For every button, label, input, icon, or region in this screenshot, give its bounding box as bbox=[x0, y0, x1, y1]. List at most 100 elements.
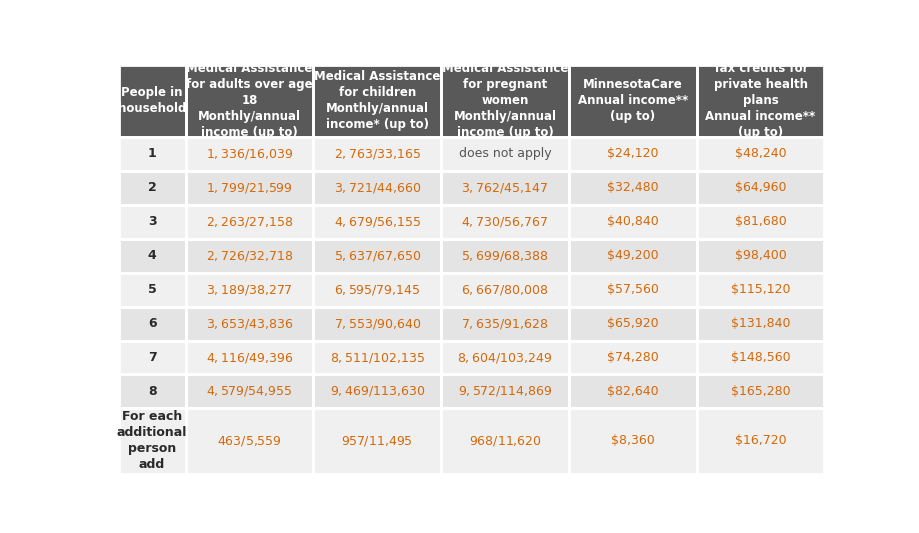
Bar bbox=[441, 408, 568, 473]
Bar bbox=[568, 137, 696, 171]
Text: $7,553 / $90,640: $7,553 / $90,640 bbox=[334, 317, 421, 330]
Text: $957 / $11,495: $957 / $11,495 bbox=[341, 434, 413, 448]
Bar bbox=[313, 171, 441, 205]
Bar bbox=[568, 375, 696, 408]
Text: $81,680: $81,680 bbox=[734, 215, 786, 228]
Text: $16,720: $16,720 bbox=[734, 434, 786, 448]
Text: $4,579 / $54,955: $4,579 / $54,955 bbox=[206, 384, 292, 399]
Text: $5,637 / $67,650: $5,637 / $67,650 bbox=[334, 249, 421, 263]
Text: $8,604 / $103,249: $8,604 / $103,249 bbox=[457, 351, 552, 365]
Bar bbox=[186, 341, 313, 375]
Bar bbox=[441, 341, 568, 375]
Bar bbox=[186, 239, 313, 273]
Bar bbox=[441, 65, 568, 137]
Bar bbox=[313, 408, 441, 473]
Text: $3,762 / $45,147: $3,762 / $45,147 bbox=[461, 181, 548, 195]
Bar bbox=[696, 273, 823, 306]
Bar bbox=[186, 205, 313, 239]
Bar bbox=[119, 306, 186, 341]
Bar bbox=[186, 65, 313, 137]
Bar bbox=[441, 239, 568, 273]
Text: $8,511 / $102,135: $8,511 / $102,135 bbox=[329, 351, 425, 365]
Text: $9,572 / $114,869: $9,572 / $114,869 bbox=[458, 384, 551, 399]
Text: $98,400: $98,400 bbox=[734, 249, 786, 262]
Text: 6: 6 bbox=[148, 317, 156, 330]
Text: $1,336 / $16,039: $1,336 / $16,039 bbox=[206, 147, 293, 161]
Bar bbox=[568, 171, 696, 205]
Bar bbox=[696, 239, 823, 273]
Text: $24,120: $24,120 bbox=[607, 147, 658, 160]
Text: does not apply: does not apply bbox=[459, 147, 550, 160]
Text: $2,763 / $33,165: $2,763 / $33,165 bbox=[334, 147, 420, 161]
Bar bbox=[441, 375, 568, 408]
Bar bbox=[313, 273, 441, 306]
Bar bbox=[313, 306, 441, 341]
Text: $2,726 / $32,718: $2,726 / $32,718 bbox=[206, 249, 293, 263]
Bar bbox=[119, 375, 186, 408]
Text: $148,560: $148,560 bbox=[730, 351, 789, 364]
Bar bbox=[568, 408, 696, 473]
Bar bbox=[119, 341, 186, 375]
Text: Medical Assistance
for children
Monthly/annual
income* (up to): Medical Assistance for children Monthly/… bbox=[313, 70, 440, 131]
Bar bbox=[186, 137, 313, 171]
Text: $82,640: $82,640 bbox=[607, 385, 658, 398]
Bar bbox=[119, 273, 186, 306]
Text: 5: 5 bbox=[148, 283, 156, 296]
Bar bbox=[568, 273, 696, 306]
Text: $115,120: $115,120 bbox=[730, 283, 789, 296]
Text: $6,667 / $80,008: $6,667 / $80,008 bbox=[460, 282, 548, 297]
Bar bbox=[696, 375, 823, 408]
Text: $3,189 / $38,277: $3,189 / $38,277 bbox=[206, 282, 292, 297]
Text: $9,469 / $113,630: $9,469 / $113,630 bbox=[329, 384, 425, 399]
Bar bbox=[313, 137, 441, 171]
Bar bbox=[313, 205, 441, 239]
Text: $32,480: $32,480 bbox=[607, 181, 658, 195]
Text: $131,840: $131,840 bbox=[730, 317, 789, 330]
Text: 1: 1 bbox=[148, 147, 156, 160]
Bar bbox=[441, 306, 568, 341]
Text: $1,799 / $21,599: $1,799 / $21,599 bbox=[206, 181, 292, 195]
Bar bbox=[441, 205, 568, 239]
Text: $40,840: $40,840 bbox=[607, 215, 658, 228]
Bar bbox=[119, 65, 186, 137]
Text: Tax credits for
private health
plans
Annual income**
(up to): Tax credits for private health plans Ann… bbox=[705, 62, 815, 139]
Bar bbox=[186, 375, 313, 408]
Bar bbox=[696, 306, 823, 341]
Text: 2: 2 bbox=[148, 181, 156, 195]
Bar bbox=[186, 273, 313, 306]
Bar bbox=[313, 239, 441, 273]
Bar bbox=[186, 306, 313, 341]
Bar bbox=[313, 341, 441, 375]
Text: $4,116 / $49,396: $4,116 / $49,396 bbox=[206, 351, 293, 365]
Text: 8: 8 bbox=[148, 385, 156, 398]
Bar bbox=[696, 137, 823, 171]
Text: $57,560: $57,560 bbox=[607, 283, 658, 296]
Text: For each
additional
person
add: For each additional person add bbox=[117, 410, 187, 472]
Text: $8,360: $8,360 bbox=[610, 434, 654, 448]
Bar bbox=[119, 171, 186, 205]
Bar bbox=[186, 408, 313, 473]
Text: $4,679 / $56,155: $4,679 / $56,155 bbox=[334, 215, 420, 229]
Text: $463 / $5,559: $463 / $5,559 bbox=[217, 434, 281, 448]
Text: $6,595 / $79,145: $6,595 / $79,145 bbox=[334, 282, 420, 297]
Bar bbox=[313, 65, 441, 137]
Text: Medical Assistance
for adults over age
18
Monthly/annual
income (up to): Medical Assistance for adults over age 1… bbox=[186, 62, 312, 139]
Text: $49,200: $49,200 bbox=[607, 249, 658, 262]
Bar bbox=[696, 341, 823, 375]
Text: MinnesotaCare
Annual income**
(up to): MinnesotaCare Annual income** (up to) bbox=[577, 78, 687, 123]
Bar bbox=[119, 137, 186, 171]
Bar bbox=[568, 239, 696, 273]
Bar bbox=[696, 408, 823, 473]
Bar bbox=[568, 205, 696, 239]
Bar bbox=[441, 171, 568, 205]
Bar bbox=[441, 273, 568, 306]
Bar bbox=[568, 341, 696, 375]
Text: $48,240: $48,240 bbox=[734, 147, 786, 160]
Text: $74,280: $74,280 bbox=[607, 351, 658, 364]
Text: $65,920: $65,920 bbox=[607, 317, 658, 330]
Text: Medical Assistance
for pregnant
women
Monthly/annual
income (up to): Medical Assistance for pregnant women Mo… bbox=[441, 62, 568, 139]
Bar bbox=[696, 65, 823, 137]
Text: $7,635 / $91,628: $7,635 / $91,628 bbox=[460, 317, 548, 330]
Text: 3: 3 bbox=[148, 215, 156, 228]
Bar bbox=[696, 171, 823, 205]
